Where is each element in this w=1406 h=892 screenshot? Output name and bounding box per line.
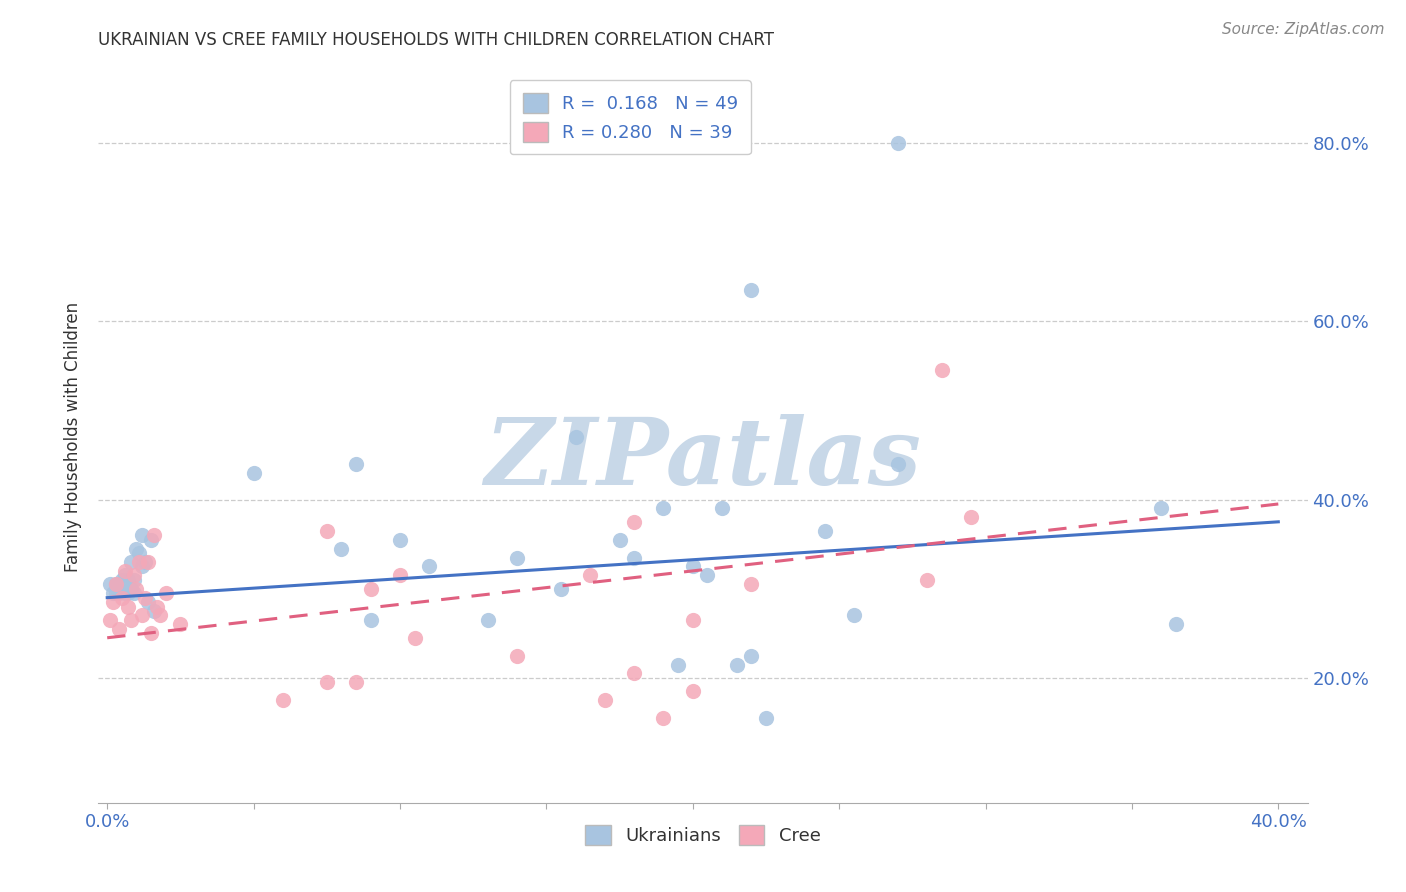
Point [111, 591, 134, 605]
Point [122, 586, 145, 600]
Point [104, 586, 127, 600]
Legend: Ukrainians, Cree: Ukrainians, Cree [578, 818, 828, 852]
Point [104, 577, 127, 591]
Point [740, 577, 762, 591]
Point [623, 515, 645, 529]
Point [506, 648, 529, 663]
Point [886, 136, 908, 150]
Point [315, 675, 337, 690]
Point [125, 541, 148, 556]
Text: Source: ZipAtlas.com: Source: ZipAtlas.com [1222, 22, 1385, 37]
Point [111, 573, 134, 587]
Point [682, 684, 704, 698]
Point [131, 559, 153, 574]
Point [120, 582, 142, 596]
Point [242, 466, 264, 480]
Point [418, 559, 440, 574]
Point [143, 528, 166, 542]
Point [139, 533, 162, 547]
Point [98, 613, 121, 627]
Point [609, 533, 631, 547]
Point [1150, 501, 1173, 516]
Point [114, 568, 136, 582]
Point [682, 613, 704, 627]
Point [134, 555, 156, 569]
Point [120, 613, 142, 627]
Point [101, 595, 124, 609]
Point [564, 430, 586, 444]
Point [1164, 617, 1187, 632]
Point [344, 675, 367, 690]
Point [136, 595, 159, 609]
Point [117, 599, 139, 614]
Point [315, 524, 337, 538]
Point [128, 555, 150, 569]
Point [128, 546, 150, 560]
Point [155, 586, 177, 600]
Point [139, 626, 162, 640]
Point [696, 568, 718, 582]
Y-axis label: Family Households with Children: Family Households with Children [65, 302, 83, 572]
Point [711, 501, 734, 516]
Point [146, 599, 169, 614]
Point [344, 457, 367, 471]
Point [404, 631, 426, 645]
Point [666, 657, 689, 672]
Point [915, 573, 938, 587]
Point [149, 608, 172, 623]
Point [579, 568, 602, 582]
Point [136, 555, 159, 569]
Point [114, 586, 136, 600]
Point [125, 582, 148, 596]
Point [117, 573, 139, 587]
Point [725, 657, 748, 672]
Point [122, 568, 145, 582]
Point [682, 559, 704, 574]
Point [134, 591, 156, 605]
Point [117, 586, 139, 600]
Point [120, 555, 142, 569]
Point [477, 613, 499, 627]
Point [623, 550, 645, 565]
Point [550, 582, 572, 596]
Point [813, 524, 835, 538]
Point [360, 613, 382, 627]
Point [131, 528, 153, 542]
Point [652, 501, 675, 516]
Point [960, 510, 983, 524]
Point [842, 608, 865, 623]
Point [623, 666, 645, 681]
Point [755, 711, 778, 725]
Point [931, 363, 953, 377]
Text: ZIPatlas: ZIPatlas [485, 414, 921, 504]
Text: UKRAINIAN VS CREE FAMILY HOUSEHOLDS WITH CHILDREN CORRELATION CHART: UKRAINIAN VS CREE FAMILY HOUSEHOLDS WITH… [98, 31, 775, 49]
Point [169, 617, 191, 632]
Point [131, 608, 153, 623]
Point [330, 541, 353, 556]
Point [652, 711, 675, 725]
Point [388, 533, 411, 547]
Point [101, 586, 124, 600]
Point [740, 283, 762, 297]
Point [108, 586, 131, 600]
Point [388, 568, 411, 582]
Point [740, 648, 762, 663]
Point [104, 577, 127, 591]
Point [98, 577, 121, 591]
Point [271, 693, 294, 707]
Point [593, 693, 616, 707]
Point [114, 564, 136, 578]
Point [360, 582, 382, 596]
Point [886, 457, 908, 471]
Point [108, 622, 131, 636]
Point [506, 550, 529, 565]
Point [122, 573, 145, 587]
Point [143, 604, 166, 618]
